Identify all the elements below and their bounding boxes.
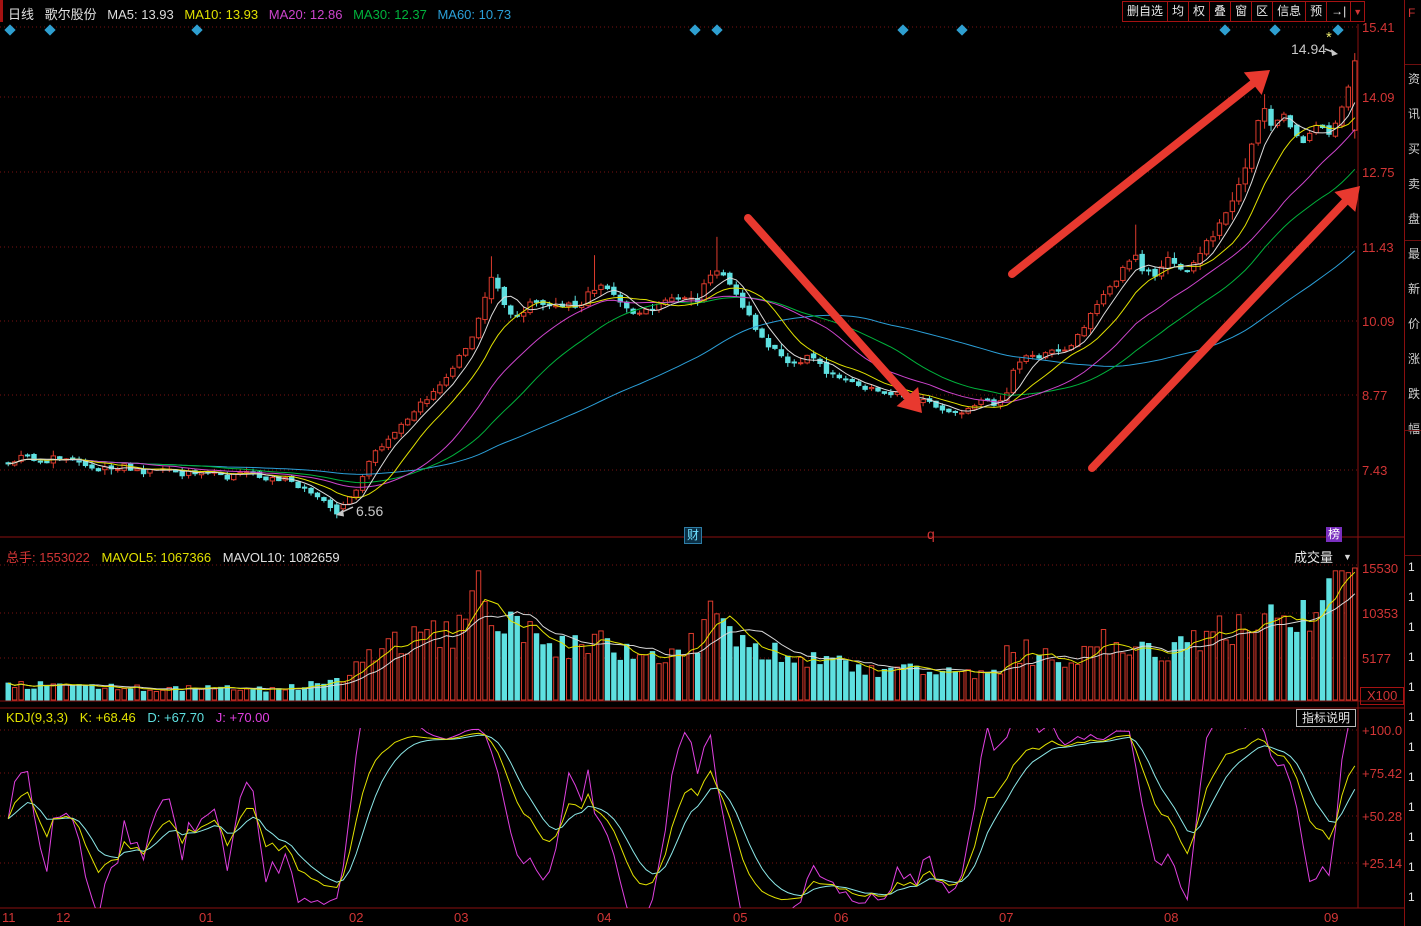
right-panel-partial-text: 涨 <box>1408 352 1421 366</box>
right-panel-partial-digit: 1 <box>1408 830 1415 844</box>
right-panel-partial-text: 幅 <box>1408 422 1421 436</box>
finance-event-marker[interactable]: 财 <box>684 527 703 544</box>
toolbar-dropdown-caret[interactable]: ▼ <box>1350 1 1366 22</box>
mavol5-line <box>8 571 1356 691</box>
kdj-panel-header: KDJ(9,3,3) K: +68.46 D: +67.70 J: +70.00 <box>6 710 278 725</box>
delete-watchlist-button[interactable]: 删自选 <box>1122 1 1169 22</box>
right-panel-partial-digit: 1 <box>1408 680 1415 694</box>
indicator-help-button[interactable]: 指标说明 <box>1296 709 1357 727</box>
kdj-k-value: K: +68.46 <box>79 710 136 725</box>
right-panel-partial-text: 讯 <box>1408 107 1421 121</box>
ma60-value: MA60: 10.73 <box>437 7 512 22</box>
event-diamond-marker[interactable] <box>1332 24 1344 36</box>
right-panel-partial-digit: 1 <box>1408 710 1415 724</box>
q-event-marker[interactable]: q <box>927 526 935 542</box>
volume-selector-label: 成交量 <box>1294 550 1334 565</box>
ma-toggle-button[interactable]: 均 <box>1167 1 1190 22</box>
right-panel-partial-text: 新 <box>1408 282 1421 296</box>
collapse-panel-icon[interactable]: →| <box>1326 1 1352 22</box>
event-diamond-marker[interactable] <box>689 24 701 36</box>
total-volume-text: 总手: 1553022 <box>6 550 90 565</box>
event-diamond-marker[interactable] <box>4 24 16 36</box>
volume-indicator-selector[interactable]: 成交量 ▼ <box>1294 547 1352 566</box>
window-edge-bar <box>0 0 3 22</box>
chevron-down-icon: ▼ <box>1343 552 1352 562</box>
trend-arrow-3 <box>1088 186 1360 472</box>
region-button[interactable]: 区 <box>1251 1 1274 22</box>
ma20-value: MA20: 12.86 <box>268 7 343 22</box>
event-diamond-marker[interactable] <box>956 24 968 36</box>
trend-arrow-2 <box>1008 70 1270 278</box>
kdj-d-line <box>7 734 1356 897</box>
right-panel-divider <box>1405 240 1421 241</box>
ma10-line <box>8 117 1356 499</box>
trend-arrow-1 <box>744 214 922 413</box>
right-panel-partial-digit: 1 <box>1408 590 1415 604</box>
kdj-d-value: D: +67.70 <box>147 710 205 725</box>
period-low-label: 6.56 <box>356 503 384 519</box>
right-panel-partial-digit: 1 <box>1408 860 1415 874</box>
right-panel-partial-digit: 1 <box>1408 800 1415 814</box>
volume-panel-header: 总手: 1553022 MAVOL5: 1067366 MAVOL10: 108… <box>6 547 348 566</box>
ma30-value: MA30: 12.37 <box>353 7 427 22</box>
window-button[interactable]: 窗 <box>1230 1 1253 22</box>
mavol5-text: MAVOL5: 1067366 <box>101 550 212 565</box>
right-panel-partial-digit: 1 <box>1408 770 1415 784</box>
period-label: 日线 <box>8 7 35 22</box>
stock-name: 歌尔股份 <box>44 7 97 22</box>
right-panel-partial-text: 最 <box>1408 247 1421 261</box>
ma5-line <box>8 102 1356 506</box>
period-high-label: 14.94 <box>1291 41 1327 57</box>
event-diamond-marker[interactable] <box>1269 24 1281 36</box>
forecast-button[interactable]: 预 <box>1305 1 1328 22</box>
ma20-line <box>8 129 1356 488</box>
right-panel-divider <box>1405 555 1421 556</box>
event-diamond-marker[interactable] <box>1219 24 1231 36</box>
right-panel-partial-text: 跌 <box>1408 387 1421 401</box>
rights-adjust-button[interactable]: 权 <box>1188 1 1211 22</box>
right-panel-divider <box>1405 64 1421 65</box>
right-panel-divider <box>1405 430 1421 431</box>
kdj-j-value: J: +70.00 <box>215 710 270 725</box>
right-panel-partial-text: 价 <box>1408 317 1421 331</box>
ma60-line <box>8 250 1356 475</box>
right-panel-partial-digit: 1 <box>1408 650 1415 664</box>
event-diamond-marker[interactable] <box>44 24 56 36</box>
chart-toolbar: 删自选 均 权 叠 窗 区 信息 预 →| ▼ <box>1122 1 1366 22</box>
right-panel-partial-text: 盘 <box>1408 212 1421 226</box>
mavol10-text: MAVOL10: 1082659 <box>222 550 340 565</box>
right-panel-partial-text: 卖 <box>1408 177 1421 191</box>
right-panel-partial-digit: 1 <box>1408 890 1415 904</box>
high-star-marker: * <box>1326 29 1332 46</box>
event-diamond-marker[interactable] <box>897 24 909 36</box>
right-panel-partial-digit: 1 <box>1408 560 1415 574</box>
event-diamond-marker[interactable] <box>191 24 203 36</box>
volume-bars[interactable] <box>5 567 1358 701</box>
ranking-event-marker[interactable]: 榜 <box>1326 527 1343 542</box>
right-panel-partial-digit: 1 <box>1408 620 1415 634</box>
right-panel-partial-text: F <box>1408 6 1416 20</box>
ma10-value: MA10: 13.93 <box>184 7 259 22</box>
right-panel-partial-text: 资 <box>1408 72 1421 86</box>
right-panel-partial-text: 买 <box>1408 142 1421 156</box>
volume-unit-label: X100 <box>1360 687 1405 705</box>
info-button[interactable]: 信息 <box>1272 1 1307 22</box>
overlay-button[interactable]: 叠 <box>1209 1 1232 22</box>
kdj-title: KDJ(9,3,3) <box>6 710 69 725</box>
ma5-value: MA5: 13.93 <box>107 7 174 22</box>
candlestick-series[interactable] <box>5 53 1358 519</box>
chart-header: 日线 歌尔股份 MA5: 13.93 MA10: 13.93 MA20: 12.… <box>8 4 518 23</box>
kdj-k-line <box>7 732 1356 901</box>
ma30-line <box>8 168 1356 484</box>
right-panel-partial-digit: 1 <box>1408 740 1415 754</box>
right-side-panel[interactable]: F 资讯买卖盘最新价涨跌幅 1 1 1 1 1 1 1 1 1 1 1 1 <box>1404 0 1421 926</box>
event-diamond-marker[interactable] <box>711 24 723 36</box>
